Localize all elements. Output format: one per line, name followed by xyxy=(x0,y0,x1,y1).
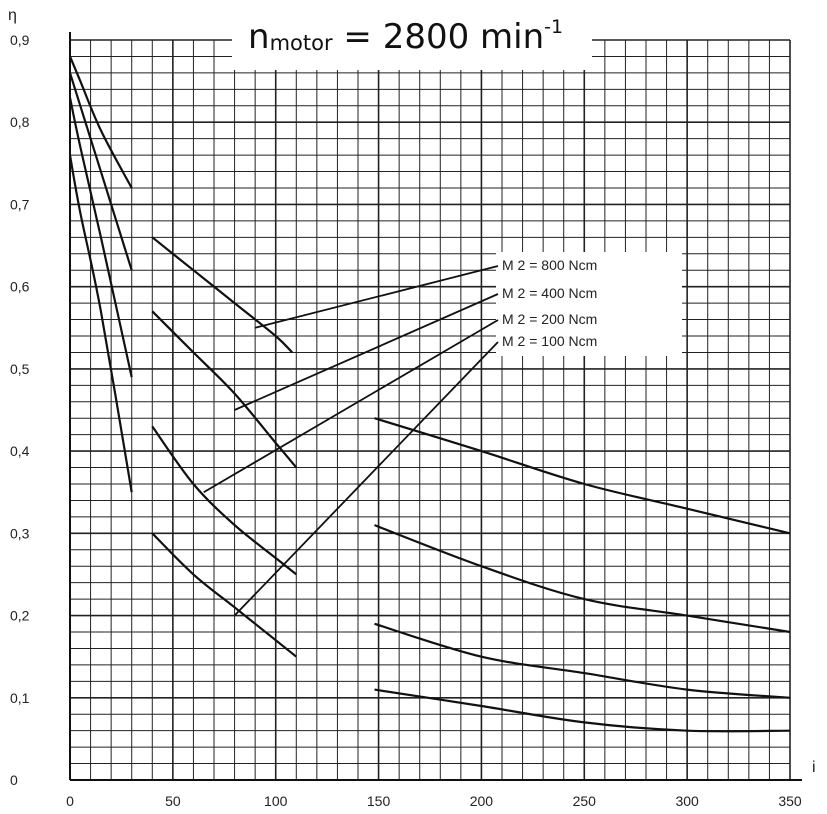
title-subscript: motor xyxy=(269,31,333,55)
series-curve xyxy=(68,72,133,271)
series-curve xyxy=(374,688,791,733)
series-curve xyxy=(68,154,133,493)
y-axis-label: η xyxy=(8,7,17,24)
y-tick-label: 0,2 xyxy=(10,608,30,624)
x-tick-label: 300 xyxy=(675,793,699,809)
y-tick-label: 0,8 xyxy=(10,114,30,130)
x-tick-label: 200 xyxy=(470,793,494,809)
y-tick-label: 0,9 xyxy=(10,32,30,48)
legend-label: M 2 = 400 Ncm xyxy=(502,285,597,301)
series-curve xyxy=(374,622,791,699)
series-curve xyxy=(68,97,133,378)
x-tick-label: 250 xyxy=(573,793,597,809)
y-tick-label: 0,5 xyxy=(10,361,30,377)
series-curve xyxy=(68,55,133,189)
x-tick-label: 150 xyxy=(367,793,391,809)
y-tick-label: 0,4 xyxy=(10,443,30,459)
legend-leader-line xyxy=(254,265,499,329)
y-tick-label: 0 xyxy=(10,772,18,788)
series-curve xyxy=(374,417,791,535)
legend-leader-line xyxy=(233,341,499,617)
x-tick-label: 100 xyxy=(264,793,288,809)
x-tick-label: 0 xyxy=(66,793,74,809)
series-curve xyxy=(151,532,297,658)
chart-tick-labels: 0 50 100 150 200 250 300 350 0 0,1 0,2 0,3 0,4 0,5 0,6… xyxy=(10,32,802,809)
legend-leader-line xyxy=(234,293,499,411)
y-tick-label: 0,1 xyxy=(10,690,30,706)
series-curve xyxy=(151,236,293,354)
legend-label: M 2 = 100 Ncm xyxy=(502,333,597,349)
series-curve xyxy=(151,310,298,469)
chart-grid xyxy=(69,39,791,781)
title-prefix: n xyxy=(248,17,270,57)
x-axis-label: i xyxy=(812,759,816,776)
x-tick-label: 350 xyxy=(778,793,802,809)
y-tick-label: 0,7 xyxy=(10,196,30,212)
legend-label: M 2 = 800 Ncm xyxy=(502,257,597,273)
chart-legend: M 2 = 800 Ncm M 2 = 400 Ncm M 2 = 200 Ncm M… xyxy=(203,252,682,617)
y-tick-label: 0,3 xyxy=(10,525,30,541)
title-superscript: -1 xyxy=(544,16,564,38)
chart-curves xyxy=(68,55,791,733)
title-middle: = 2800 min xyxy=(332,17,545,57)
series-curve xyxy=(374,524,791,634)
legend-background xyxy=(496,252,682,356)
legend-leader-line xyxy=(203,319,499,493)
legend-label: M 2 = 200 Ncm xyxy=(502,311,597,327)
y-tick-label: 0,6 xyxy=(10,279,30,295)
chart-title: nmotor = 2800 min-1 xyxy=(248,16,563,57)
title-background xyxy=(232,14,592,70)
x-tick-label: 50 xyxy=(165,793,181,809)
